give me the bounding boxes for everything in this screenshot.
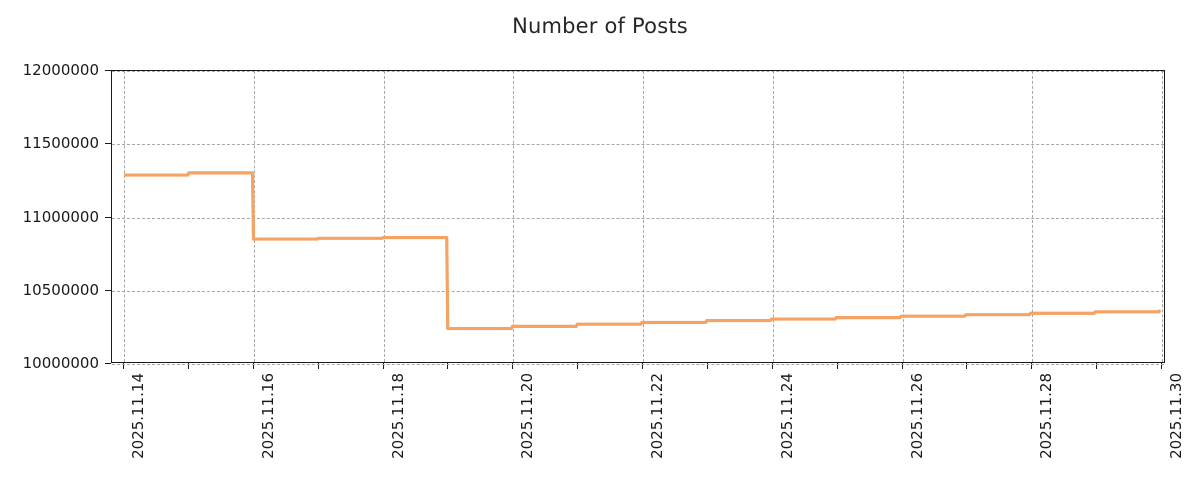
x-axis-tick-mark xyxy=(317,363,319,369)
x-axis-tick-label: 2025.11.26 xyxy=(907,373,926,459)
x-axis-tick-label: 2025.11.24 xyxy=(777,373,796,459)
chart-title: Number of Posts xyxy=(512,14,688,38)
y-axis-tick-label: 11000000 xyxy=(22,207,99,226)
x-axis-tick-label: 2025.11.20 xyxy=(518,373,537,459)
x-axis-tick-label: 2025.11.18 xyxy=(388,373,407,459)
gridline-horizontal xyxy=(112,364,1164,365)
x-axis-tick-mark xyxy=(123,363,124,369)
x-axis-tick-label: 2025.11.22 xyxy=(648,373,666,459)
y-axis-tick-label: 10000000 xyxy=(22,354,99,372)
y-axis-tick-label: 10500000 xyxy=(22,280,99,299)
x-axis-tick-mark xyxy=(577,363,579,369)
y-axis-tick-mark xyxy=(105,216,111,218)
x-axis-tick-mark xyxy=(447,363,449,369)
x-axis-tick-label: 2025.11.28 xyxy=(1037,373,1056,459)
x-axis-tick-mark xyxy=(836,363,838,369)
x-axis-tick-label: 2025.11.14 xyxy=(129,373,147,459)
x-axis-tick-mark xyxy=(512,363,514,369)
y-axis-tick-mark xyxy=(105,289,111,291)
y-axis-tick-label: 12000000 xyxy=(22,61,99,79)
series-polyline xyxy=(123,171,1162,331)
x-axis-tick-mark xyxy=(901,363,903,369)
x-axis-tick-label: 2025.11.30 xyxy=(1167,373,1185,459)
x-axis-tick-mark xyxy=(1031,363,1033,369)
y-axis-tick-label: 11500000 xyxy=(22,134,99,153)
y-axis-tick-mark xyxy=(105,363,111,364)
x-axis-tick-mark xyxy=(187,363,189,369)
x-axis-tick-mark xyxy=(966,363,968,369)
x-axis-tick-mark xyxy=(382,363,384,369)
x-axis-tick-mark xyxy=(642,363,643,369)
y-axis-tick-mark xyxy=(105,70,111,71)
x-axis-tick-mark xyxy=(706,363,708,369)
plot-area xyxy=(111,70,1165,365)
x-axis-tick-label: 2025.11.16 xyxy=(258,373,277,459)
x-axis-tick-mark xyxy=(1096,363,1098,369)
x-axis-tick-mark xyxy=(252,363,254,369)
y-axis-tick-mark xyxy=(105,143,111,145)
series-line-number-of-posts xyxy=(123,171,1162,331)
x-axis-tick-mark xyxy=(771,363,773,369)
x-axis-tick-mark xyxy=(1161,363,1162,369)
